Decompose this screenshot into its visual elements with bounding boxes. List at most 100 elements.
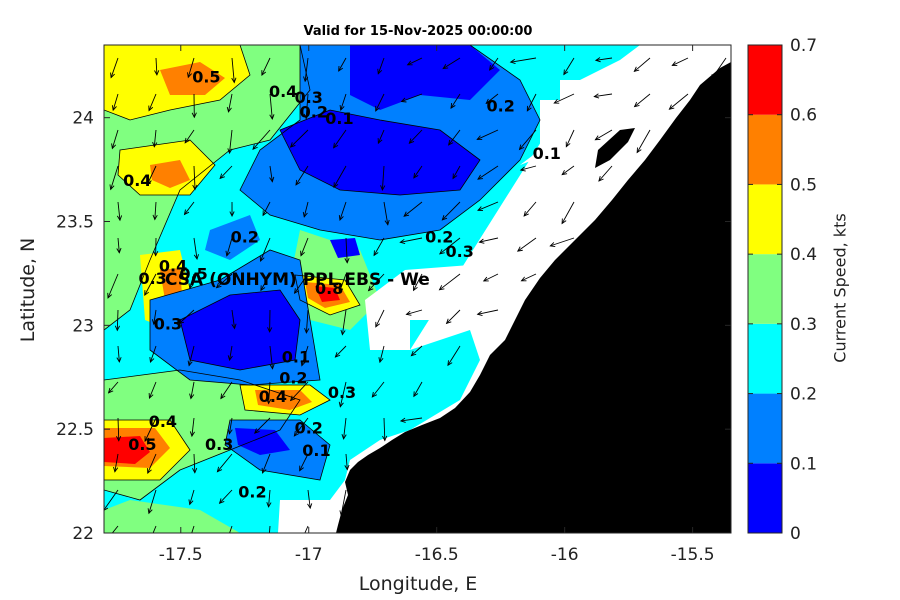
- contour-label: 0.1: [282, 348, 310, 367]
- colorbar-segment: [748, 463, 782, 533]
- current-arrow-head: [399, 417, 406, 423]
- contour-label: 0.4: [149, 412, 177, 431]
- current-arrow: [148, 93, 157, 111]
- colorbar-tick-label: 0.7: [790, 36, 817, 56]
- x-tick-label: -16.5: [415, 545, 459, 565]
- current-arrow-head: [110, 72, 115, 79]
- current-arrow-head: [563, 69, 569, 76]
- current-arrow-head: [226, 106, 232, 113]
- current-arrow-head: [633, 101, 640, 108]
- x-tick-label: -17: [295, 545, 323, 565]
- current-arrow: [144, 273, 157, 296]
- current-arrow: [229, 525, 233, 533]
- current-arrow: [108, 381, 119, 394]
- contour-label: 0.2: [300, 103, 328, 122]
- current-arrow-head: [561, 169, 568, 176]
- current-arrow: [301, 345, 309, 366]
- current-arrow-head: [150, 535, 154, 540]
- colorbar-tick-label: 0: [790, 524, 801, 544]
- current-arrow: [595, 129, 613, 141]
- current-arrow-head: [111, 143, 117, 150]
- current-arrow: [526, 93, 537, 112]
- current-arrow: [378, 453, 385, 479]
- current-arrow: [114, 453, 119, 472]
- current-arrow-head: [371, 391, 377, 398]
- current-arrow: [375, 309, 385, 328]
- current-arrow-head: [377, 138, 383, 145]
- colorbar-tick-label: 0.3: [790, 315, 817, 335]
- current-arrow-head: [338, 214, 344, 221]
- current-arrow: [155, 57, 158, 75]
- current-arrow: [672, 57, 689, 66]
- current-arrow: [254, 417, 271, 434]
- current-arrow: [290, 129, 309, 148]
- current-arrow: [710, 57, 727, 80]
- colorbar-tick-label: 0.4: [790, 245, 817, 265]
- current-arrow: [550, 237, 575, 247]
- current-arrow: [403, 201, 423, 217]
- current-arrow: [295, 165, 309, 186]
- current-arrow: [477, 129, 499, 140]
- current-arrow: [554, 93, 575, 104]
- current-arrow-head: [147, 468, 152, 475]
- current-arrow: [339, 201, 347, 221]
- current-arrow-head: [109, 184, 115, 191]
- current-arrow: [452, 165, 461, 179]
- contour-label: 0.3: [446, 242, 474, 261]
- current-arrow: [117, 237, 120, 253]
- current-arrow-head: [339, 104, 345, 111]
- current-arrow: [368, 273, 385, 291]
- contour-label: 0.8: [315, 279, 343, 298]
- current-arrow: [144, 417, 157, 442]
- y-tick-label: 23.5: [56, 213, 94, 233]
- current-arrow-head: [382, 435, 388, 442]
- current-arrow: [188, 345, 195, 366]
- current-arrow: [260, 273, 271, 291]
- current-arrow: [262, 453, 271, 474]
- current-arrow-head: [376, 473, 382, 480]
- current-arrow: [377, 129, 385, 144]
- current-arrow-head: [400, 97, 407, 103]
- current-arrow: [228, 93, 233, 112]
- current-arrow: [598, 165, 613, 182]
- current-arrow-head: [189, 431, 195, 438]
- current-arrow-head: [516, 246, 523, 252]
- current-arrow: [231, 309, 236, 329]
- current-arrow-head: [710, 74, 716, 81]
- contour-label: 0.2: [295, 418, 323, 437]
- current-arrow-head: [452, 173, 458, 180]
- current-arrow-head: [187, 72, 192, 79]
- current-arrow: [371, 381, 385, 398]
- current-arrow-head: [403, 211, 410, 217]
- current-arrow-head: [477, 206, 484, 212]
- current-arrow: [304, 525, 309, 533]
- current-arrow-head: [410, 350, 417, 357]
- current-arrow-head: [116, 247, 122, 254]
- current-arrow-head: [523, 210, 529, 217]
- current-arrow: [595, 57, 613, 61]
- current-arrow: [483, 273, 499, 282]
- current-arrow-head: [399, 238, 406, 245]
- contour-label: 0.2: [487, 96, 515, 115]
- current-arrow-head: [229, 211, 235, 218]
- current-arrow: [269, 93, 273, 120]
- current-arrow-head: [227, 148, 233, 155]
- contour-label: 0.3: [205, 435, 233, 454]
- current-arrow: [340, 489, 347, 516]
- current-arrow: [268, 489, 271, 507]
- current-arrow-head: [341, 434, 347, 440]
- current-arrow-head: [227, 428, 233, 435]
- current-arrow: [413, 381, 423, 397]
- current-arrow-head: [304, 328, 310, 334]
- current-arrow-head: [107, 292, 113, 299]
- current-arrow-head: [594, 135, 601, 141]
- current-arrow: [228, 417, 233, 434]
- current-arrow-head: [114, 325, 121, 332]
- current-arrow: [520, 165, 537, 171]
- current-arrow-head: [105, 538, 110, 543]
- current-arrow: [669, 93, 689, 110]
- current-arrow: [381, 165, 385, 190]
- current-arrow: [189, 489, 195, 505]
- current-arrow: [229, 129, 233, 154]
- site-label: CSA (ONHYM) PPL EBS - We: [165, 270, 430, 290]
